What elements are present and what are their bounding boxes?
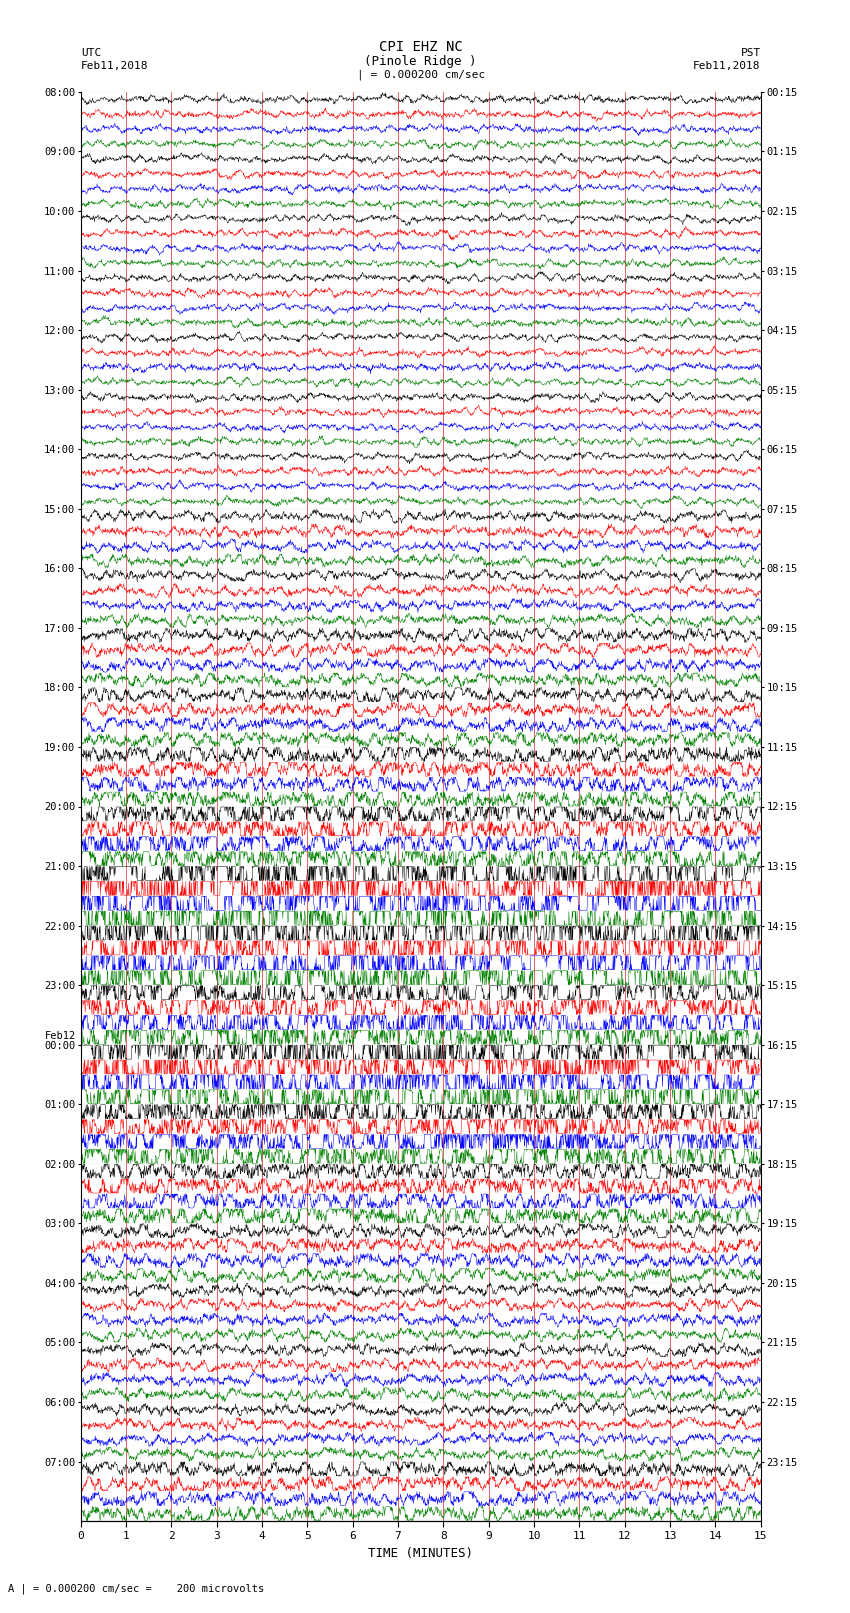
Text: PST: PST [740,48,761,58]
X-axis label: TIME (MINUTES): TIME (MINUTES) [368,1547,473,1560]
Text: Feb12: Feb12 [45,1031,76,1040]
Text: (Pinole Ridge ): (Pinole Ridge ) [365,55,477,68]
Text: Feb11,2018: Feb11,2018 [694,61,761,71]
Text: Feb11,2018: Feb11,2018 [81,61,148,71]
Text: UTC: UTC [81,48,101,58]
Text: | = 0.000200 cm/sec: | = 0.000200 cm/sec [357,69,484,81]
Text: A | = 0.000200 cm/sec =    200 microvolts: A | = 0.000200 cm/sec = 200 microvolts [8,1582,264,1594]
Text: CPI EHZ NC: CPI EHZ NC [379,40,462,55]
